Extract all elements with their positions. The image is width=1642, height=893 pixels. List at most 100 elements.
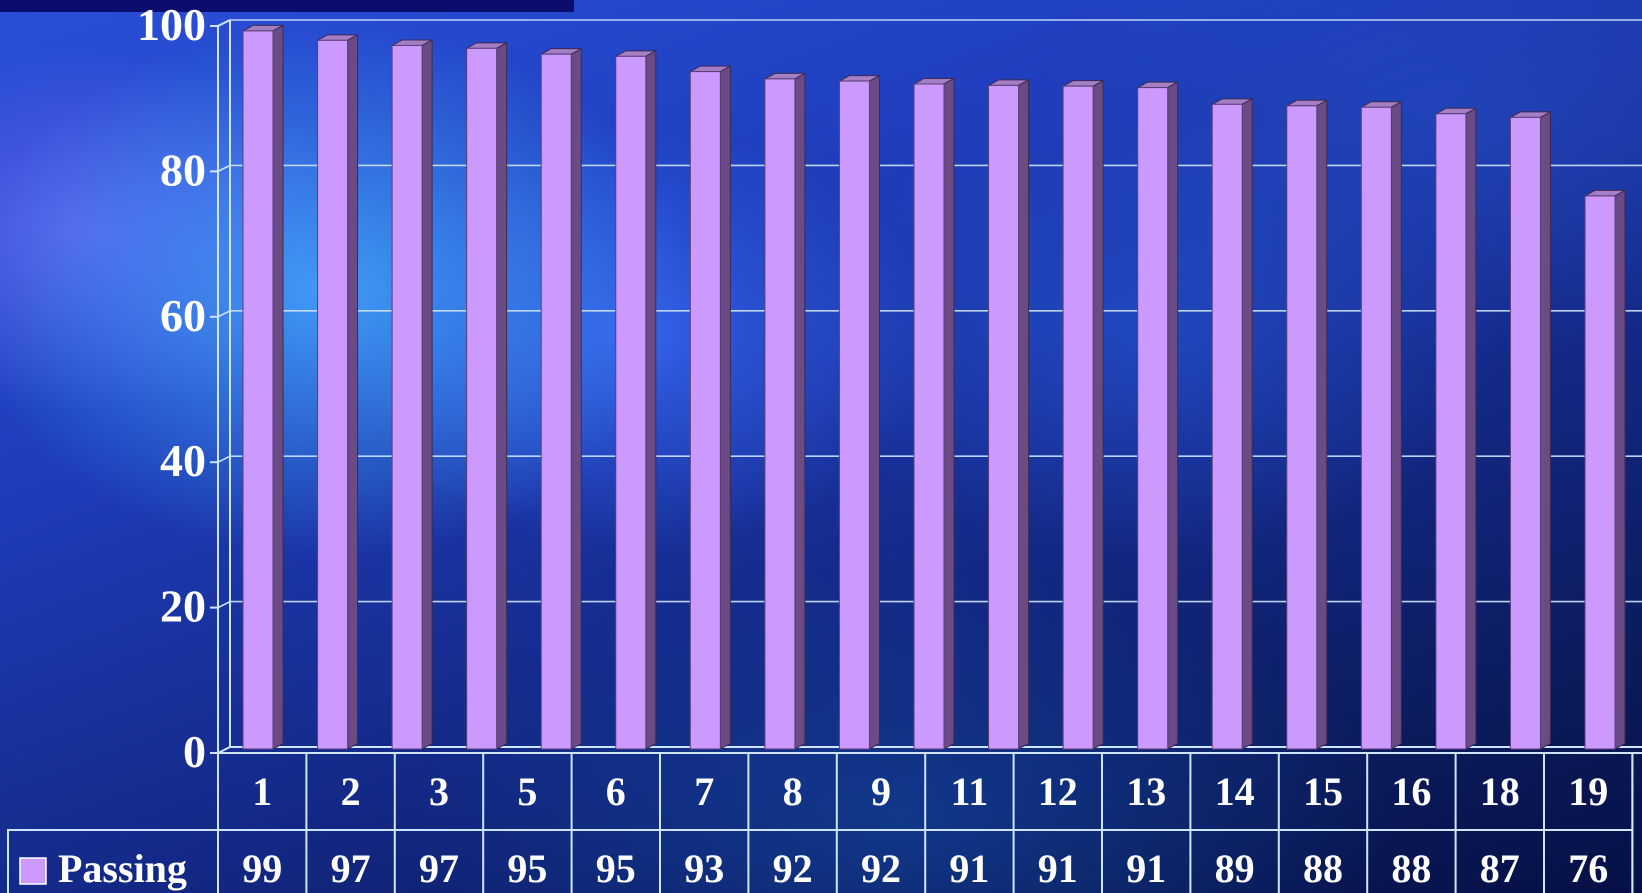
bar-front-face <box>1584 195 1616 750</box>
category-label: 8 <box>783 769 803 814</box>
bar-side-face <box>1614 189 1626 750</box>
bar-front-face <box>913 83 945 750</box>
bar-side-face <box>1092 79 1104 750</box>
gridline-side <box>217 164 231 173</box>
bar <box>540 47 582 750</box>
bar <box>1062 79 1104 750</box>
value-label: 92 <box>861 846 901 891</box>
bar-side-face <box>1241 97 1253 750</box>
bar <box>988 79 1030 750</box>
bar <box>466 42 508 750</box>
bar <box>1435 107 1477 750</box>
bar <box>317 34 359 750</box>
value-label: 76 <box>1568 846 1608 891</box>
bar <box>1211 97 1253 750</box>
bar-side-face <box>272 24 284 750</box>
y-tick-label: 100 <box>137 0 206 50</box>
bar-side-face <box>1465 107 1477 750</box>
category-label: 13 <box>1126 769 1166 814</box>
bar <box>764 72 806 750</box>
bar-front-face <box>689 71 721 750</box>
y-tick-label: 0 <box>183 726 206 777</box>
bar-side-face <box>719 65 731 750</box>
bar-front-face <box>1286 105 1318 750</box>
category-label: 5 <box>517 769 537 814</box>
y-tick-label: 60 <box>160 290 206 341</box>
value-label: 95 <box>507 846 547 891</box>
gridline-side <box>217 455 231 463</box>
bar <box>838 74 880 750</box>
category-label: 2 <box>341 769 361 814</box>
bar-front-face <box>1435 113 1467 750</box>
bar-side-face <box>943 77 955 750</box>
gridline-side <box>217 19 231 27</box>
value-label: 87 <box>1480 846 1520 891</box>
bar <box>1584 189 1626 750</box>
bar-front-face <box>838 80 870 750</box>
value-label: 99 <box>242 846 282 891</box>
bar-front-face <box>1509 116 1541 750</box>
bars <box>242 24 1626 750</box>
value-label: 97 <box>419 846 459 891</box>
category-label: 7 <box>694 769 714 814</box>
value-label: 91 <box>949 846 989 891</box>
bar-front-face <box>1137 87 1169 750</box>
bar-front-face <box>540 53 572 750</box>
value-label: 88 <box>1303 846 1343 891</box>
bar <box>242 24 284 750</box>
title-bar-strip <box>0 0 574 12</box>
value-label: 97 <box>331 846 371 891</box>
category-label: 18 <box>1480 769 1520 814</box>
legend-swatch <box>19 857 47 885</box>
bar-side-face <box>421 39 433 750</box>
bar-side-face <box>1539 111 1551 750</box>
category-label: 6 <box>606 769 626 814</box>
gridline-side <box>217 600 231 609</box>
bar-front-face <box>988 84 1020 750</box>
bar <box>913 77 955 750</box>
value-label: 88 <box>1391 846 1431 891</box>
bar-side-face <box>1390 100 1402 750</box>
bar <box>1286 99 1328 750</box>
bar-side-face <box>570 47 582 750</box>
bar-front-face <box>391 44 423 750</box>
bar <box>1360 100 1402 750</box>
bar-side-face <box>347 34 359 750</box>
y-axis-ticks: 0 20 40 60 80 100 <box>137 0 206 777</box>
bar-front-face <box>466 47 498 750</box>
value-label: 93 <box>684 846 724 891</box>
bar-side-face <box>496 42 508 750</box>
bar <box>1137 81 1179 750</box>
bar-front-face <box>1062 85 1094 750</box>
bar-front-face <box>615 55 647 750</box>
value-label: 92 <box>773 846 813 891</box>
category-label: 9 <box>871 769 891 814</box>
category-label: 19 <box>1568 769 1608 814</box>
category-label: 12 <box>1038 769 1078 814</box>
bar-front-face <box>764 78 796 750</box>
value-label: 89 <box>1215 846 1255 891</box>
bar-front-face <box>1211 103 1243 750</box>
bar-front-face <box>317 39 349 750</box>
category-label: 11 <box>951 769 989 814</box>
value-label: 95 <box>596 846 636 891</box>
bar-side-face <box>645 50 657 750</box>
category-label: 16 <box>1391 769 1431 814</box>
bar <box>1509 111 1551 750</box>
y-tick-label: 20 <box>160 581 206 632</box>
category-label: 1 <box>252 769 272 814</box>
category-label: 3 <box>429 769 449 814</box>
category-label: 14 <box>1215 769 1255 814</box>
legend-label: Passing <box>58 846 187 891</box>
value-label: 91 <box>1038 846 1078 891</box>
bar-side-face <box>1018 79 1030 750</box>
bar-front-face <box>242 30 274 750</box>
bar-front-face <box>1360 106 1392 750</box>
bar-side-face <box>1316 99 1328 750</box>
bar <box>615 50 657 750</box>
value-label: 91 <box>1126 846 1166 891</box>
side-wall-outline <box>217 19 231 755</box>
bar <box>391 39 433 750</box>
